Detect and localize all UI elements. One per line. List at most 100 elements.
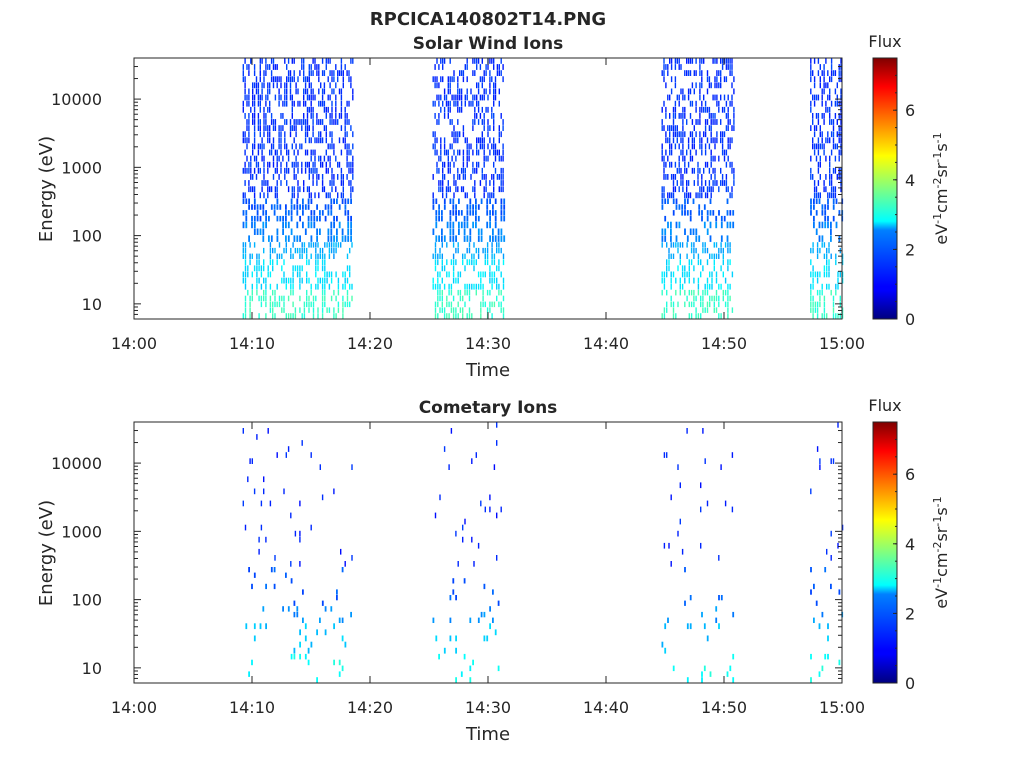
spectrogram-cell: [284, 119, 286, 125]
spectrogram-cell: [819, 271, 821, 278]
spectrogram-cell: [486, 635, 489, 642]
colorbar-frame: [872, 421, 898, 684]
spectrogram-cell: [259, 215, 262, 222]
spectrogram-cell: [712, 119, 714, 125]
spectrogram-cell: [282, 221, 284, 229]
spectrogram-cell: [273, 210, 276, 216]
spectrogram-cell: [482, 271, 484, 278]
spectrogram-cell: [684, 155, 686, 162]
spectrogram-cell: [721, 143, 724, 150]
spectrogram-cell: [449, 106, 451, 113]
spectrogram-cell: [487, 131, 489, 138]
spectrogram-cell: [493, 277, 496, 284]
spectrogram-cell: [267, 192, 269, 199]
spectrogram-cell: [472, 161, 474, 168]
spectrogram-cell: [242, 277, 244, 284]
spectrogram-cell: [261, 137, 263, 144]
spectrogram-cell: [306, 295, 308, 302]
spectrogram-cell: [497, 228, 500, 235]
spectrogram-cell: [661, 204, 664, 210]
spectrogram-cell: [481, 58, 483, 64]
spectrogram-cell: [813, 82, 816, 89]
spectrogram-cell: [500, 155, 502, 162]
spectrogram-cell: [459, 174, 461, 180]
spectrogram-cell: [291, 143, 293, 150]
spectrogram-cell: [321, 259, 324, 266]
spectrogram-cell: [471, 536, 473, 543]
spectrogram-cell: [441, 228, 443, 235]
spectrogram-cell: [840, 180, 842, 186]
spectrogram-cell: [291, 58, 293, 64]
spectrogram-cell: [674, 76, 677, 83]
spectrogram-cell: [824, 653, 827, 660]
spectrogram-cell: [447, 76, 449, 83]
spectrogram-cell: [679, 289, 681, 296]
spectrogram-cell: [713, 253, 715, 259]
spectrogram-cell: [468, 149, 470, 156]
spectrogram-cell: [331, 137, 333, 144]
spectrogram-cell: [494, 221, 497, 229]
spectrogram-cell: [274, 289, 276, 296]
spectrogram-cell: [810, 76, 812, 83]
spectrogram-cell: [727, 64, 729, 70]
spectrogram-cell: [493, 100, 495, 107]
spectrogram-cell: [722, 295, 724, 302]
spectrogram-cell: [328, 242, 331, 248]
spectrogram-cell: [253, 64, 256, 70]
spectrogram-cell: [840, 131, 842, 138]
spectrogram-cell: [253, 82, 256, 89]
spectrogram-cell: [483, 125, 485, 131]
spectrogram-cell: [434, 76, 436, 83]
spectrogram-cell: [709, 235, 712, 242]
spectrogram-cell: [672, 271, 675, 278]
spectrogram-cell: [338, 113, 341, 119]
spectrogram-cell: [446, 313, 448, 319]
spectrogram-cell: [491, 192, 493, 199]
spectrogram-cell: [299, 295, 301, 302]
spectrogram-cell: [299, 277, 301, 284]
spectrogram-cell: [695, 119, 697, 125]
spectrogram-cell: [304, 623, 307, 630]
spectrogram-cell: [250, 167, 252, 174]
spectrogram-cell: [733, 88, 735, 95]
spectrogram-cell: [829, 174, 831, 180]
spectrogram-cell: [285, 204, 287, 210]
spectrogram-cell: [441, 301, 443, 308]
spectrogram-cell: [460, 88, 463, 95]
spectrogram-cell: [663, 100, 665, 107]
spectrogram-cell: [351, 295, 353, 302]
spectrogram-cell: [299, 641, 301, 648]
spectrogram-cell: [700, 295, 702, 302]
spectrogram-cell: [830, 289, 832, 296]
spectrogram-cell: [273, 567, 276, 573]
spectrogram-cell: [457, 174, 459, 180]
spectrogram-cell: [274, 192, 277, 199]
spectrogram-cell: [830, 180, 833, 186]
spectrogram-cell: [249, 253, 251, 259]
spectrogram-cell: [272, 161, 275, 168]
spectrogram-cell: [708, 180, 711, 186]
spectrogram-cell: [721, 64, 724, 70]
spectrogram-cell: [817, 58, 820, 64]
spectrogram-cell: [256, 210, 259, 216]
spectrogram-cell: [821, 94, 823, 101]
spectrogram-cell: [732, 677, 735, 683]
spectrogram-cell: [259, 192, 261, 199]
spectrogram-cell: [289, 125, 292, 131]
spectrogram-cell: [251, 204, 253, 210]
spectrogram-cell: [494, 235, 497, 242]
spectrogram-cell: [268, 215, 270, 222]
spectrogram-cell: [500, 506, 502, 513]
spectrogram-cell: [466, 58, 468, 64]
spectrogram-cell: [680, 88, 682, 95]
spectrogram-cell: [496, 422, 498, 428]
spectrogram-cell: [299, 271, 301, 278]
spectrogram-cell: [434, 64, 436, 70]
spectrogram-cell: [667, 64, 669, 70]
y-tick-label: 10: [82, 659, 102, 678]
spectrogram-cell: [838, 149, 840, 156]
spectrogram-cell: [459, 149, 461, 156]
spectrogram-cell: [687, 192, 690, 199]
spectrogram-cell: [346, 113, 348, 119]
spectrogram-cell: [701, 76, 703, 83]
